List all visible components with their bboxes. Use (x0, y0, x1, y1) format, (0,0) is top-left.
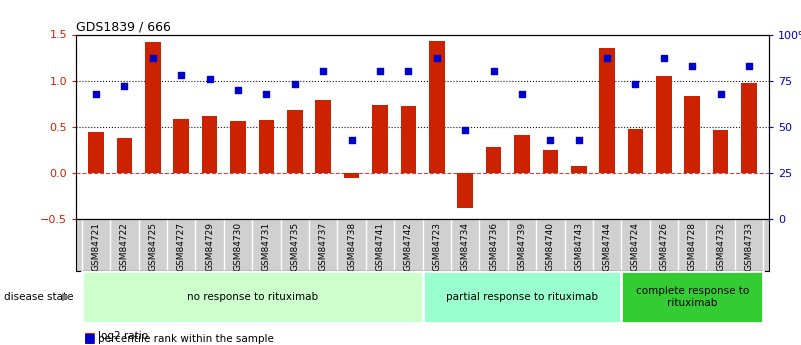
Point (459, 128, 472, 133)
Text: GSM84740: GSM84740 (545, 222, 555, 271)
Text: GSM84743: GSM84743 (574, 222, 583, 271)
Text: GSM84725: GSM84725 (148, 222, 157, 271)
Point (487, 69, 500, 74)
Bar (259, 120, 274, 173)
Bar (656, 76, 672, 173)
Text: ■: ■ (84, 331, 96, 344)
Point (90, 91, 103, 96)
Bar (485, 147, 501, 173)
Text: percentile rank within the sample: percentile rank within the sample (98, 334, 274, 344)
Text: log2 ratio: log2 ratio (98, 332, 148, 341)
Bar (571, 167, 586, 173)
Point (316, 69, 329, 74)
Text: GSM84742: GSM84742 (404, 222, 413, 270)
Point (743, 63, 755, 69)
Point (118, 83, 131, 89)
Bar (88, 132, 104, 173)
Bar (316, 100, 331, 173)
Bar (173, 119, 189, 173)
Point (175, 72, 187, 78)
Point (345, 137, 358, 142)
Text: GSM84737: GSM84737 (319, 222, 328, 271)
Bar (622, 271, 763, 323)
Point (572, 137, 585, 142)
Text: GSM84733: GSM84733 (745, 222, 754, 271)
Bar (423, 271, 622, 323)
Point (231, 87, 244, 93)
Text: GSM84731: GSM84731 (262, 222, 271, 271)
Text: GSM84727: GSM84727 (177, 222, 186, 271)
Text: GSM84728: GSM84728 (688, 222, 697, 271)
Text: partial response to rituximab: partial response to rituximab (446, 292, 598, 302)
Point (544, 137, 557, 142)
Bar (713, 130, 728, 173)
Bar (685, 96, 700, 173)
Text: GSM84741: GSM84741 (376, 222, 384, 271)
Point (260, 91, 273, 96)
Bar (542, 150, 558, 173)
Text: GSM84738: GSM84738 (347, 222, 356, 271)
Text: ■: ■ (84, 330, 96, 343)
Text: GSM84722: GSM84722 (120, 222, 129, 270)
Bar (145, 42, 160, 173)
Text: GSM84735: GSM84735 (290, 222, 300, 271)
Bar (400, 107, 417, 173)
Point (686, 63, 698, 69)
Text: GSM84739: GSM84739 (517, 222, 526, 271)
Text: GSM84723: GSM84723 (433, 222, 441, 271)
Bar (741, 83, 757, 173)
Point (601, 56, 614, 61)
Bar (117, 138, 132, 173)
Point (430, 56, 443, 61)
Bar (372, 105, 388, 173)
Bar (230, 121, 246, 173)
Point (516, 91, 529, 96)
Text: complete response to
rituximab: complete response to rituximab (636, 286, 749, 307)
Text: GSM84734: GSM84734 (461, 222, 469, 271)
Text: ▶: ▶ (62, 292, 70, 302)
Bar (628, 129, 643, 173)
Text: GSM84744: GSM84744 (602, 222, 612, 270)
Bar (82, 271, 423, 323)
Text: GSM84732: GSM84732 (716, 222, 725, 271)
Text: GSM84736: GSM84736 (489, 222, 498, 271)
Point (203, 76, 216, 81)
Text: GDS1839 / 666: GDS1839 / 666 (76, 20, 171, 33)
Text: GSM84726: GSM84726 (659, 222, 668, 271)
Point (402, 69, 415, 74)
Point (658, 56, 670, 61)
Bar (457, 173, 473, 208)
Point (629, 81, 642, 87)
Text: GSM84721: GSM84721 (91, 222, 100, 271)
Point (147, 56, 159, 61)
Text: GSM84729: GSM84729 (205, 222, 214, 271)
Bar (344, 173, 360, 178)
Bar (287, 110, 303, 173)
Bar (599, 48, 615, 173)
Bar (202, 116, 217, 173)
Text: GSM84730: GSM84730 (233, 222, 243, 271)
Point (288, 81, 301, 87)
Text: disease state: disease state (4, 292, 74, 302)
Bar (514, 135, 529, 173)
Point (714, 91, 727, 96)
Text: GSM84724: GSM84724 (631, 222, 640, 270)
Point (373, 69, 386, 74)
Bar (429, 41, 445, 173)
Text: no response to rituximab: no response to rituximab (187, 292, 318, 302)
